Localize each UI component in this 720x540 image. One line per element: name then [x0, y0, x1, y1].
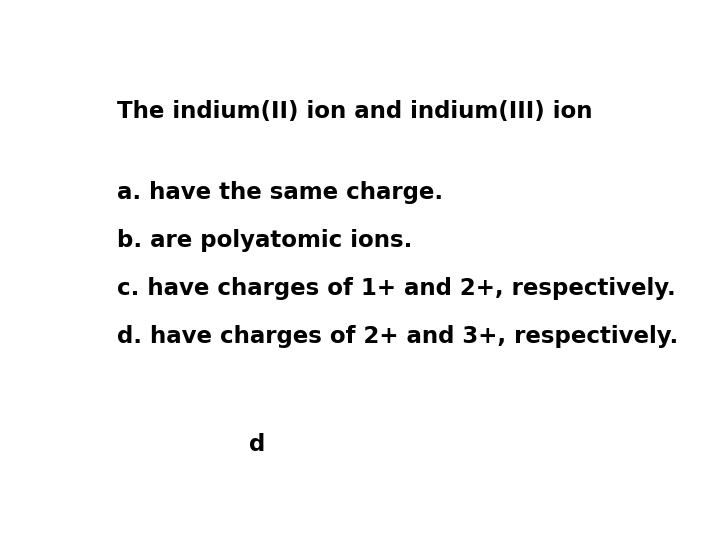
Text: c. have charges of 1+ and 2+, respectively.: c. have charges of 1+ and 2+, respective… — [117, 277, 675, 300]
Text: b. are polyatomic ions.: b. are polyatomic ions. — [117, 229, 412, 252]
Text: d. have charges of 2+ and 3+, respectively.: d. have charges of 2+ and 3+, respective… — [117, 325, 678, 348]
Text: d: d — [249, 433, 265, 456]
Text: a. have the same charge.: a. have the same charge. — [117, 181, 443, 204]
Text: The indium(II) ion and indium(III) ion: The indium(II) ion and indium(III) ion — [117, 100, 593, 123]
